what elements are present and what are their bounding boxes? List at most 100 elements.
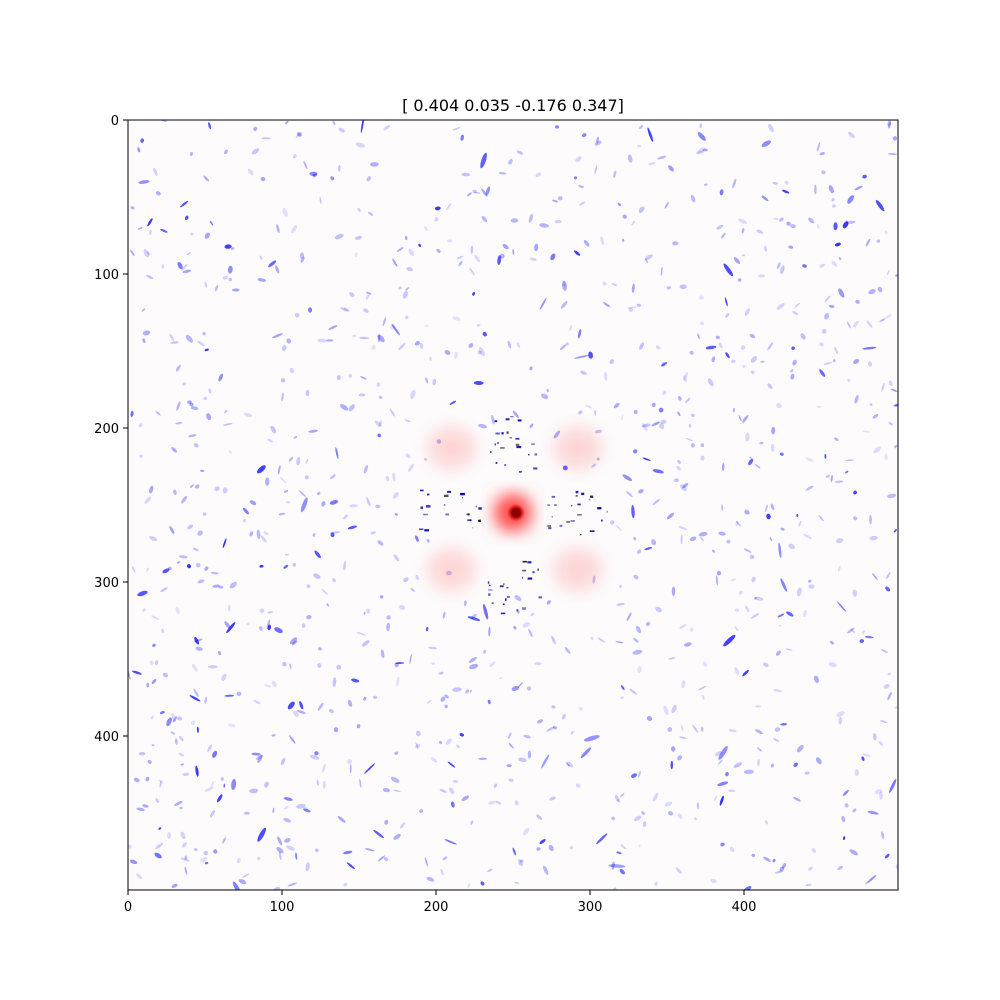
center-artifact (427, 493, 430, 496)
negative-speckle (636, 625, 641, 634)
center-artifact (443, 504, 446, 506)
negative-speckle (730, 359, 736, 364)
negative-speckle (343, 882, 348, 887)
negative-speckle (594, 409, 596, 416)
negative-speckle (796, 744, 804, 753)
negative-speckle (295, 852, 298, 860)
negative-speckle (151, 615, 160, 620)
negative-speckle (444, 349, 451, 356)
negative-speckle (862, 174, 867, 179)
negative-speckle (175, 422, 183, 425)
negative-speckle (203, 396, 208, 401)
negative-speckle (182, 772, 190, 777)
negative-speckle (222, 538, 227, 549)
negative-speckle (805, 884, 812, 886)
negative-speckle (507, 732, 512, 740)
negative-speckle (667, 811, 674, 816)
negative-speckle (218, 650, 221, 656)
negative-speckle (343, 850, 353, 855)
negative-speckle (539, 297, 547, 310)
negative-speckle (853, 321, 859, 328)
negative-speckle (698, 532, 708, 537)
center-artifact (533, 467, 538, 470)
center-artifact (588, 498, 591, 501)
negative-speckle (652, 498, 661, 506)
negative-speckle (358, 393, 366, 397)
negative-speckle (823, 361, 833, 365)
negative-speckle (707, 378, 714, 387)
negative-speckle (859, 639, 865, 643)
negative-speckle (275, 265, 280, 274)
negative-speckle (644, 547, 653, 551)
negative-speckle (753, 596, 764, 601)
negative-speckle (414, 341, 420, 346)
negative-speckle (212, 584, 220, 588)
negative-speckle (440, 696, 446, 702)
negative-speckle (347, 525, 358, 530)
negative-speckle (664, 201, 669, 209)
negative-speckle (703, 183, 708, 186)
center-artifact (581, 492, 585, 496)
negative-speckle (238, 879, 247, 885)
negative-speckle (657, 155, 667, 160)
negative-speckle (410, 389, 416, 400)
center-artifact (490, 451, 492, 453)
negative-speckle (146, 274, 154, 280)
negative-speckle (349, 292, 355, 297)
negative-speckle (847, 220, 856, 224)
negative-speckle (195, 484, 200, 489)
negative-speckle (170, 341, 179, 344)
negative-speckle (483, 649, 487, 654)
negative-speckle (378, 395, 383, 400)
negative-speckle (228, 277, 233, 282)
negative-speckle (854, 394, 859, 404)
negative-speckle (444, 704, 448, 709)
negative-speckle (824, 295, 831, 303)
negative-speckle (259, 255, 263, 260)
negative-speckle (482, 331, 488, 337)
negative-speckle (303, 808, 311, 813)
negative-speckle (751, 853, 756, 858)
side-lobe (546, 542, 609, 598)
negative-speckle (263, 531, 269, 536)
negative-speckle (679, 736, 687, 740)
negative-speckle (811, 848, 816, 853)
negative-speckle (865, 238, 871, 247)
negative-speckle (398, 342, 406, 351)
negative-speckle (777, 613, 785, 618)
x-axis: 0 100 200 300 400 (124, 890, 756, 915)
negative-speckle (673, 478, 679, 483)
negative-speckle (667, 727, 673, 732)
negative-speckle (583, 240, 590, 247)
negative-speckle (253, 699, 261, 705)
negative-speckle (214, 486, 220, 492)
negative-speckle (803, 533, 812, 540)
negative-speckle (257, 827, 267, 842)
negative-speckle (844, 470, 849, 474)
negative-speckle (879, 791, 883, 800)
negative-speckle (617, 799, 620, 803)
negative-speckle (218, 585, 224, 589)
negative-speckle (299, 701, 304, 710)
negative-speckle (193, 443, 199, 448)
negative-speckle (257, 278, 267, 282)
x-tick-label: 200 (424, 900, 449, 915)
negative-speckle (574, 355, 589, 359)
negative-speckle (418, 243, 422, 247)
center-artifact (504, 464, 507, 466)
center-artifact (510, 416, 514, 418)
negative-speckle (548, 844, 554, 852)
negative-speckle (677, 411, 681, 417)
negative-speckle (442, 856, 448, 861)
negative-speckle (130, 206, 135, 210)
negative-speckle (287, 701, 295, 710)
negative-speckle (844, 803, 849, 808)
negative-speckle (666, 512, 675, 520)
negative-speckle (272, 333, 283, 339)
negative-speckle (173, 489, 177, 495)
negative-speckle (352, 334, 356, 338)
negative-speckle (349, 504, 358, 508)
negative-speckle (793, 796, 801, 802)
negative-speckle (875, 199, 885, 212)
center-artifact (505, 598, 507, 601)
